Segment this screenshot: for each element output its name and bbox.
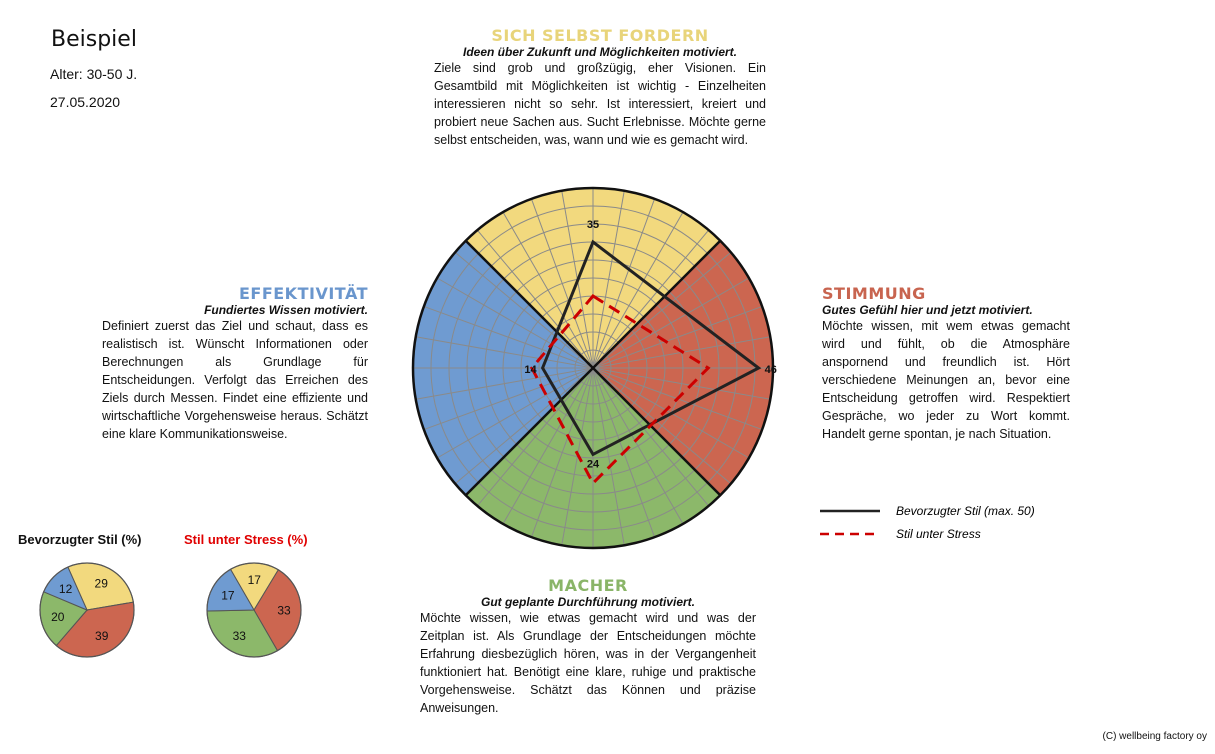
legend-label-preferred: Bevorzugter Stil (max. 50) — [896, 504, 1035, 518]
section-body: Ziele sind grob und großzügig, eher Visi… — [434, 61, 766, 147]
radar-spoke — [592, 277, 750, 369]
section-subtitle: Fundiertes Wissen motiviert. — [204, 303, 368, 317]
radar-spoke — [454, 367, 594, 485]
radar-spoke — [592, 251, 732, 369]
pie-slice-label: 33 — [233, 629, 247, 643]
section-title: EFFEKTIVITÄT — [238, 284, 368, 303]
radar-spoke — [592, 229, 710, 369]
radar-spoke — [476, 229, 594, 369]
date-label: 27.05.2020 — [50, 94, 121, 110]
legend-label-stress: Stil unter Stress — [896, 527, 981, 541]
section-title: SICH SELBST FORDERN — [491, 26, 709, 45]
radar-spoke — [415, 336, 594, 369]
section-title: STIMMUNG — [822, 284, 926, 303]
pie-slice-label: 12 — [59, 582, 73, 596]
radar-spoke — [592, 211, 684, 369]
radar-spoke — [592, 367, 732, 485]
section-subtitle: Gutes Gefühl hier und jetzt motiviert. — [822, 303, 1033, 317]
radar-spoke — [415, 367, 594, 400]
radar-divider — [464, 239, 594, 369]
pie-outline — [206, 562, 302, 658]
pie-title-stress: Stil unter Stress (%) — [184, 532, 308, 547]
radar-spoke — [592, 305, 763, 369]
radar-value-label: 35 — [587, 219, 599, 231]
radar-spoke — [592, 190, 625, 369]
section-subtitle: Ideen über Zukunft und Möglichkeiten mot… — [462, 45, 737, 59]
radar-spoke — [592, 198, 656, 369]
radar-chart: 35 46 24 14 — [411, 186, 777, 550]
section-body: Möchte wissen, mit wem etwas gemacht wir… — [822, 319, 1070, 441]
pie-chart-stress: 17 33 33 17 — [206, 562, 302, 658]
radar-value-label: 14 — [524, 364, 537, 376]
radar-spoke — [476, 367, 594, 507]
radar-spoke — [423, 367, 594, 431]
pie-outline — [39, 562, 135, 658]
pie-slice-label: 33 — [277, 603, 291, 617]
radar-spoke — [436, 367, 594, 459]
radar-divider — [592, 239, 722, 369]
radar-value-label: 24 — [587, 458, 600, 470]
radar-series-preferred — [540, 239, 762, 457]
section-stimmung: STIMMUNG Gutes Gefühl hier und jetzt mot… — [822, 284, 1070, 443]
copyright: (C) wellbeing factory oy — [1102, 731, 1207, 742]
section-title: MACHER — [548, 576, 628, 595]
radar-spoke — [436, 277, 594, 369]
pie-slice-label: 17 — [248, 573, 262, 587]
radar-spoke — [502, 367, 594, 525]
age-range: Alter: 30-50 J. — [50, 66, 138, 82]
radar-spoke — [592, 367, 684, 525]
radar-spoke — [530, 198, 594, 369]
pie-slice-label: 39 — [95, 629, 109, 643]
radar-spoke — [592, 367, 710, 507]
pie-slice-label: 29 — [95, 577, 109, 591]
radar-value-label: 46 — [765, 364, 777, 376]
radar-divider — [464, 367, 594, 497]
pie-chart-preferred: 29 39 20 12 — [39, 562, 135, 658]
radar-series-stress — [529, 294, 711, 486]
page-title: Beispiel — [51, 27, 137, 52]
section-macher: MACHER Gut geplante Durchführung motivie… — [420, 576, 756, 717]
radar-spoke — [592, 367, 771, 400]
radar-divider — [592, 367, 722, 497]
chart-legend: Bevorzugter Stil (max. 50) Stil unter St… — [820, 504, 1035, 541]
pie-title-preferred: Bevorzugter Stil (%) — [18, 532, 142, 547]
section-body: Definiert zuerst das Ziel und schaut, da… — [102, 319, 368, 441]
radar-spoke — [423, 305, 594, 369]
section-sich-selbst-fordern: SICH SELBST FORDERN Ideen über Zukunft u… — [434, 26, 766, 149]
radar-spoke — [530, 367, 594, 538]
pie-slice-label: 20 — [51, 610, 65, 624]
radar-spoke — [454, 251, 594, 369]
section-body: Möchte wissen, wie etwas gemacht wird un… — [420, 611, 756, 715]
radar-spoke — [592, 367, 625, 546]
section-subtitle: Gut geplante Durchführung motiviert. — [480, 595, 695, 609]
radar-outline — [411, 186, 775, 550]
pie-slice-label: 17 — [221, 588, 235, 602]
section-effektivitaet: EFFEKTIVITÄT Fundiertes Wissen motiviert… — [102, 284, 368, 443]
radar-spoke — [502, 211, 594, 369]
